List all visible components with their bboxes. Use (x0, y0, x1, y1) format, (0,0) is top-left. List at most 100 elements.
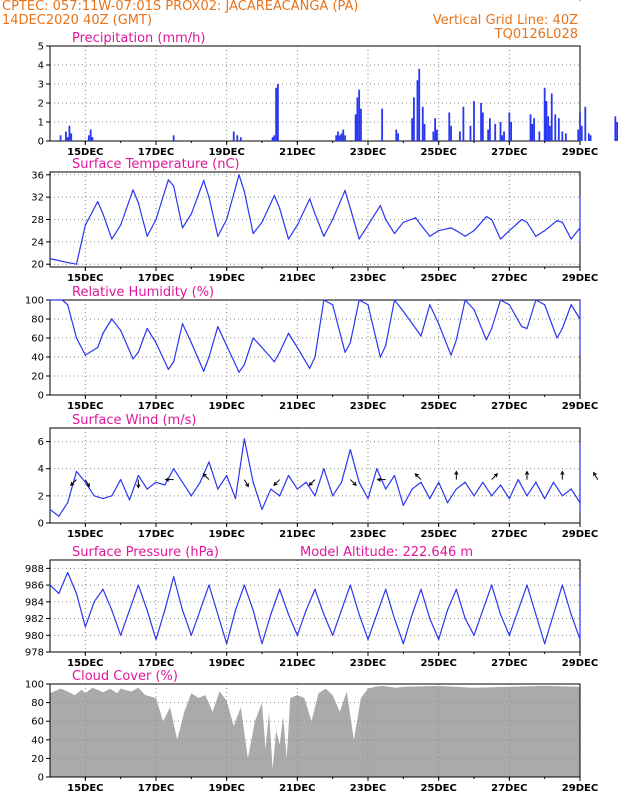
rh-point (208, 356, 210, 358)
wind-arrow-shaft (243, 479, 249, 487)
wind-point (173, 468, 175, 470)
pressure-point (102, 588, 104, 590)
pressure-point (561, 584, 563, 586)
rh-point (252, 337, 254, 339)
wind-point (340, 481, 343, 483)
rh-point (61, 299, 63, 301)
wind-arrow-head (524, 470, 530, 475)
cloud-ytick-label: 100 (25, 680, 44, 691)
temp-point (287, 238, 290, 240)
wind-point (181, 481, 184, 483)
wind-point (49, 508, 51, 511)
precip-bar (413, 97, 415, 141)
rh-point (296, 346, 298, 349)
temp-xtick-label: 15DEC (67, 273, 103, 284)
rh-ytick-label: 60 (31, 334, 44, 345)
rh-ytick-label: 80 (31, 315, 44, 326)
wind-arrow-head (273, 481, 278, 486)
temp-point (102, 213, 104, 215)
pressure-point (579, 617, 581, 620)
temp-point (579, 230, 581, 232)
pressure-ytick-label: 980 (25, 631, 44, 642)
temp-point (455, 230, 457, 232)
rh-ytick-label: 0 (38, 391, 44, 402)
wind-point (305, 481, 307, 483)
pressure-point (234, 609, 237, 611)
rh-point (579, 335, 581, 337)
pressure-point (128, 609, 131, 611)
wind-xtick-label: 27DEC (491, 529, 527, 540)
wind-point (579, 481, 581, 483)
rh-point (570, 304, 572, 306)
pressure-point (314, 588, 316, 590)
pressure-point (438, 638, 440, 641)
temp-point (579, 221, 581, 223)
rh-point (579, 301, 581, 303)
rh-point (579, 323, 581, 325)
precip-ytick-label: 2 (38, 99, 44, 110)
rh-point (393, 299, 396, 301)
precip-bar (450, 125, 452, 141)
temp-point (579, 204, 581, 207)
cloud-xtick-label: 25DEC (420, 783, 456, 794)
precip-bar (340, 133, 343, 141)
pressure-xtick-label: 17DEC (138, 658, 174, 669)
rh-point (579, 348, 581, 350)
pressure-point (367, 638, 369, 641)
precip-bar (342, 129, 345, 141)
precip-bar (499, 122, 502, 141)
rh-title: Relative Humidity (%) (72, 285, 214, 300)
rh-point (84, 354, 86, 356)
cloud-xtick-label: 21DEC (279, 783, 315, 794)
rh-point (120, 329, 122, 331)
rh-xtick-label: 29DEC (562, 401, 598, 412)
rh-point (349, 342, 351, 344)
rh-point (579, 354, 581, 356)
wind-point (579, 511, 581, 513)
wind-arrow-head (414, 473, 419, 478)
precip-bar (480, 103, 482, 141)
cloud-xtick-label: 15DEC (67, 783, 103, 794)
pressure-point (570, 613, 572, 615)
wind-arrow-head (493, 473, 499, 478)
wind-arrow-shaft (70, 479, 77, 486)
pressure-point (385, 588, 387, 590)
wind-point (579, 443, 581, 445)
wind-point (455, 488, 457, 490)
pressure-point (332, 634, 334, 636)
pressure-point (252, 609, 254, 611)
rh-point (464, 299, 466, 301)
precip-bar (68, 125, 71, 141)
pressure-point (579, 0, 581, 1)
pressure-point (508, 634, 510, 636)
precip-ytick-label: 0 (38, 137, 44, 148)
wind-xtick-label: 17DEC (138, 529, 174, 540)
temp-point (132, 189, 134, 191)
wind-point (438, 481, 440, 483)
precip-bar (584, 106, 587, 141)
temp-point (358, 238, 360, 240)
wind-xtick-label: 25DEC (420, 529, 456, 540)
precip-bar (473, 101, 475, 141)
wind-point (491, 495, 493, 497)
precip-bar (510, 122, 512, 141)
rh-point (132, 358, 134, 360)
temp-xtick-label: 25DEC (420, 273, 456, 284)
temp-point (544, 230, 546, 232)
rh-point (167, 368, 169, 370)
wind-point (217, 488, 219, 490)
precip-bar (501, 135, 504, 141)
rh-xtick-label: 23DEC (350, 401, 386, 412)
precip-bar (273, 135, 276, 141)
rh-point (111, 318, 113, 320)
rh-point (415, 327, 417, 330)
rh-point (217, 326, 219, 328)
precip-ytick-label: 4 (38, 61, 44, 72)
precip-xtick-label: 21DEC (279, 147, 315, 158)
wind-arrow-head (454, 470, 459, 475)
rh-point (455, 339, 457, 341)
cloud-xtick-label: 19DEC (208, 783, 244, 794)
wind-arrow-shaft (414, 473, 422, 480)
rh-point (358, 299, 360, 301)
temp-point (450, 227, 452, 229)
